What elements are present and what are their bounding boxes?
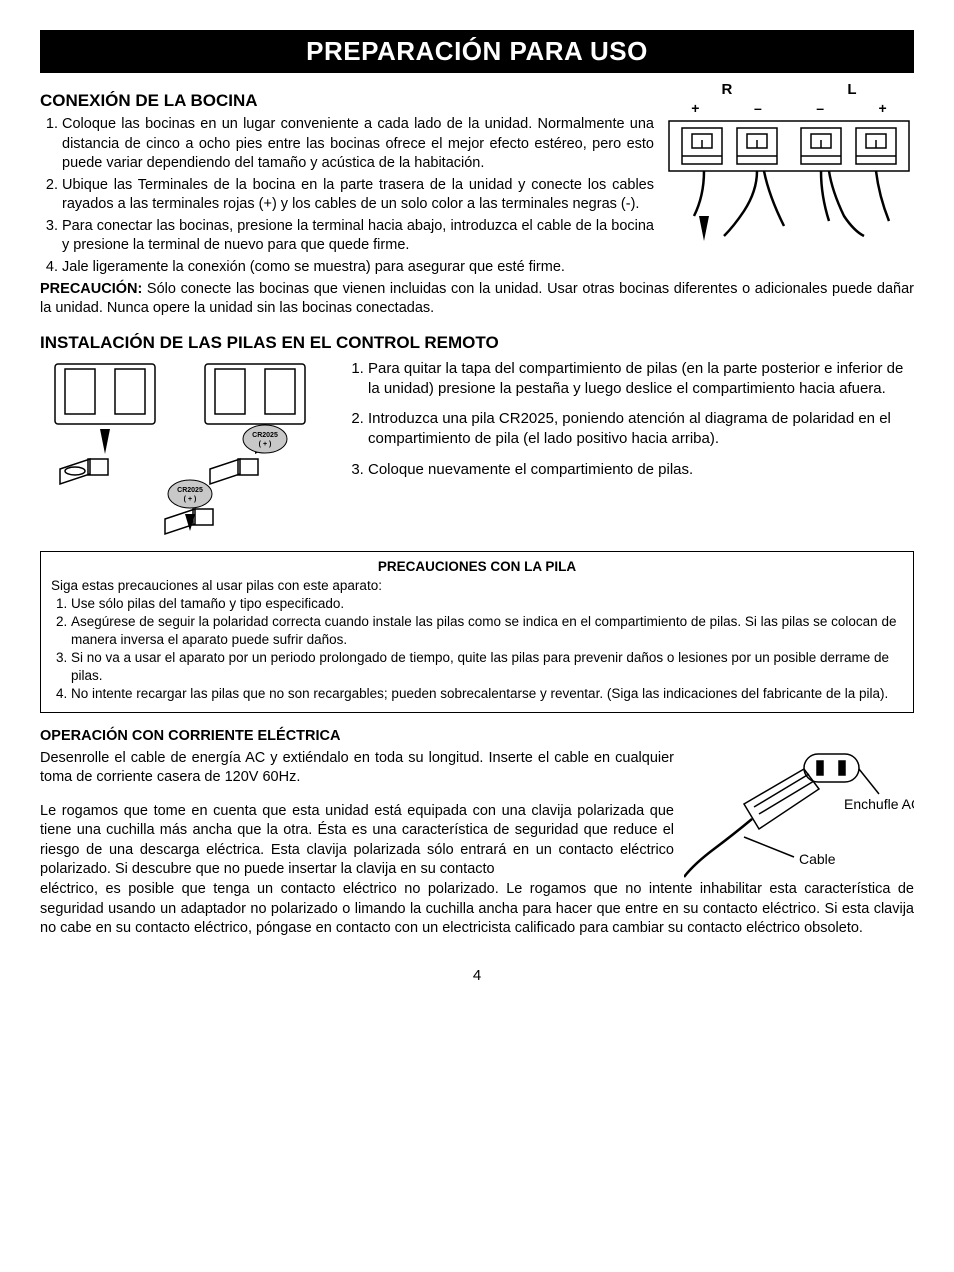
section2-list: Para quitar la tapa del compartimiento d… [340,359,914,480]
label-l: L [847,81,856,98]
list-item: Coloque las bocinas en un lugar convenie… [62,115,654,174]
svg-text:( + ): ( + ) [184,496,197,503]
section1-heading: CONEXIÓN DE LA BOCINA [40,91,654,111]
precautions-box-title: PRECAUCIONES CON LA PILA [51,558,903,576]
svg-text:CR2025: CR2025 [177,487,203,494]
section2-heading: INSTALACIÓN DE LAS PILAS EN EL CONTROL R… [40,333,914,353]
speaker-terminal-figure: R L + – – + [664,81,914,258]
precautions-list: Use sólo pilas del tamaño y tipo especif… [51,595,903,703]
page-number: 4 [40,967,914,984]
section3-para1: Desenrolle el cable de energía AC y exti… [40,749,674,788]
svg-text:( + ): ( + ) [259,441,272,448]
list-item: No intente recargar las pilas que no son… [71,685,903,703]
section3-para3: eléctrico, es posible que tenga un conta… [40,880,914,939]
battery-precautions-box: PRECAUCIONES CON LA PILA Siga estas prec… [40,551,914,713]
section1-list-cont: Jale ligeramente la conexión (como se mu… [40,258,914,278]
list-item: Jale ligeramente la conexión (como se mu… [62,258,914,278]
precaution-text: Sólo conecte las bocinas que vienen incl… [40,281,914,317]
section1-precaution: PRECAUCIÓN: Sólo conecte las bocinas que… [40,280,914,319]
list-item: Asegúrese de seguir la polaridad correct… [71,613,903,648]
ac-plug-figure: Enchufle AC Cable [684,749,914,880]
label-minus: – [816,100,824,116]
list-item: Introduzca una pila CR2025, poniendo ate… [368,409,914,450]
precautions-intro: Siga estas precauciones al usar pilas co… [51,577,903,595]
list-item: Para conectar las bocinas, presione la t… [62,217,654,256]
section3-heading: OPERACIÓN CON CORRIENTE ELÉCTRICA [40,727,914,747]
list-item: Ubique las Terminales de la bocina en la… [62,176,654,215]
list-item: Coloque nuevamente el compartimiento de … [368,460,914,480]
svg-text:Enchufle AC: Enchufle AC [844,796,914,812]
section3-para2: Le rogamos que tome en cuenta que esta u… [40,802,674,880]
list-item: Use sólo pilas del tamaño y tipo especif… [71,595,903,613]
remote-battery-figure: CR2025 ( + ) CR2025 ( + ) [40,359,320,539]
page-title-bar: PREPARACIÓN PARA USO [40,30,914,73]
label-r: R [721,81,732,98]
speaker-terminal-svg [664,116,914,246]
svg-text:Cable: Cable [799,851,836,867]
list-item: Si no va a usar el aparato por un period… [71,649,903,684]
section1-list: Coloque las bocinas en un lugar convenie… [40,115,654,256]
svg-text:CR2025: CR2025 [252,432,278,439]
label-minus: – [754,100,762,116]
list-item: Para quitar la tapa del compartimiento d… [368,359,914,400]
label-plus: + [691,100,699,116]
label-plus: + [879,100,887,116]
precaution-label: PRECAUCIÓN: [40,281,142,297]
